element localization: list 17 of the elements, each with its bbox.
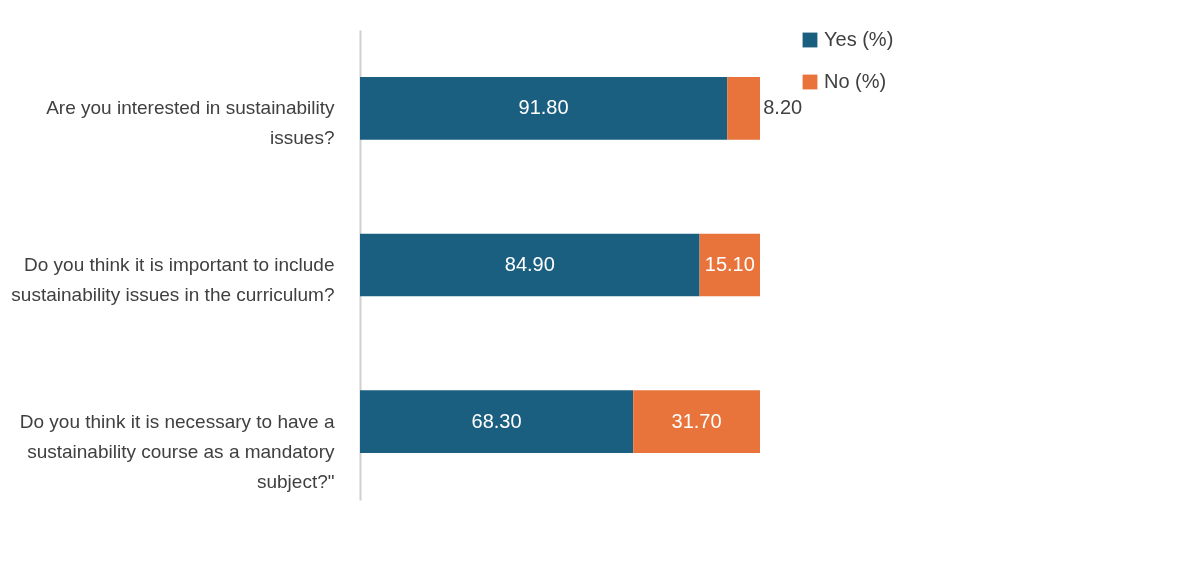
bar (633, 390, 760, 453)
y-tick-label: Do you think it is important to include sustainability issues in the curriculum? (11, 254, 335, 305)
data-label: 91.80 (518, 96, 569, 119)
bar (360, 390, 634, 453)
y-tick-label: Do you think it is necessary to have a sustainability course as a mandatory subject?" (19, 410, 335, 492)
data-label: 31.70 (671, 409, 722, 432)
bar (360, 77, 728, 140)
bar (699, 233, 760, 297)
bar (727, 77, 760, 140)
legend-label: No (%) (824, 70, 887, 92)
data-label: 84.90 (504, 253, 555, 275)
data-label: 15.10 (704, 253, 755, 275)
bar (360, 233, 700, 297)
y-tick-label: Are you interested in sustainability issues? (46, 97, 335, 149)
data-label: 68.30 (471, 409, 522, 432)
data-label: 8.20 (763, 96, 803, 119)
legend-label: Yes (%) (824, 28, 894, 50)
